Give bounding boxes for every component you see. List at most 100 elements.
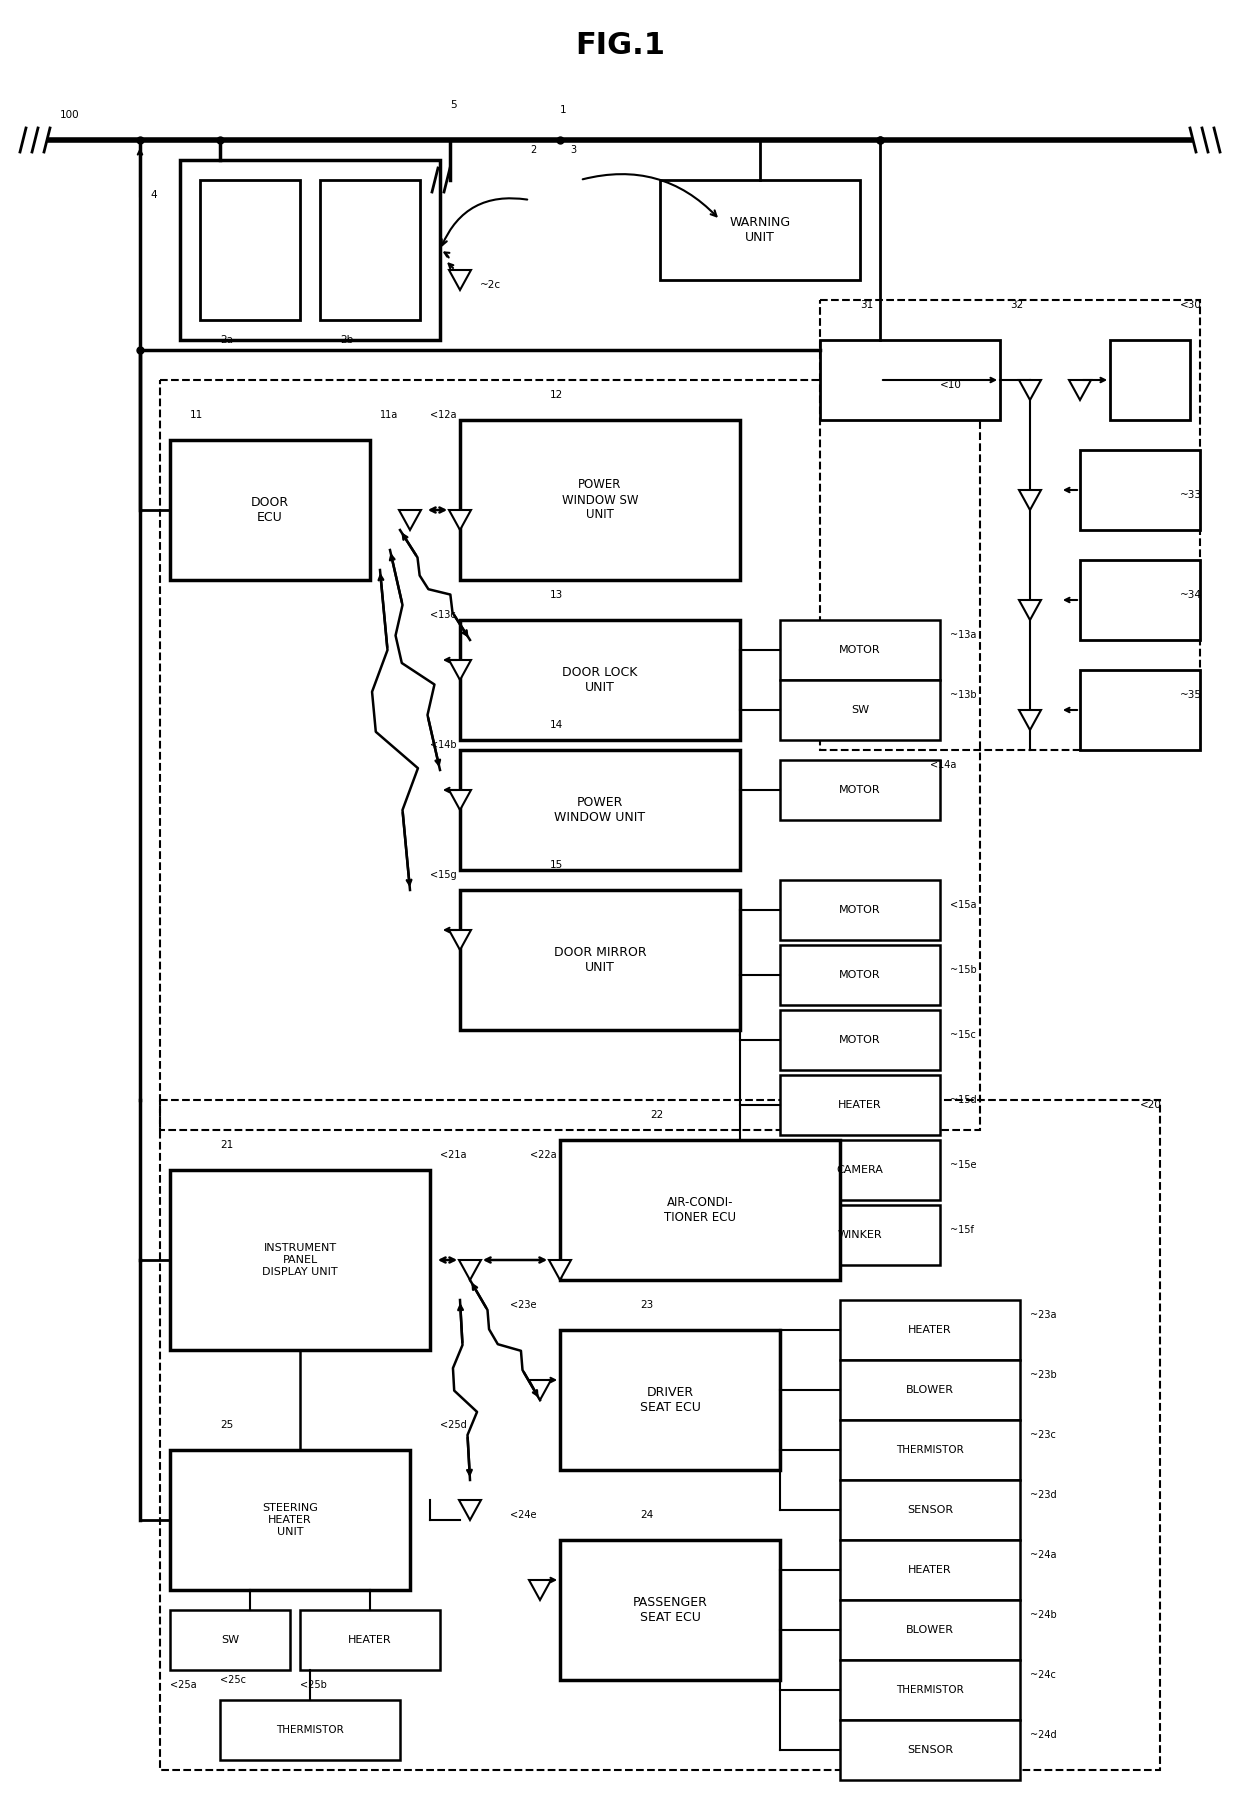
Text: <25a: <25a xyxy=(170,1681,197,1690)
Bar xyxy=(1080,450,1200,529)
Text: ~35: ~35 xyxy=(1180,690,1202,699)
Text: BLOWER: BLOWER xyxy=(906,1624,954,1635)
Text: <10: <10 xyxy=(940,379,962,390)
Text: <25d: <25d xyxy=(440,1420,466,1429)
Text: POWER
WINDOW UNIT: POWER WINDOW UNIT xyxy=(554,797,646,824)
Text: MOTOR: MOTOR xyxy=(839,970,880,979)
Text: <14b: <14b xyxy=(430,741,456,750)
Text: 22: 22 xyxy=(650,1109,663,1120)
Bar xyxy=(460,891,740,1030)
Bar xyxy=(839,1599,1021,1661)
Polygon shape xyxy=(1069,379,1091,399)
Bar xyxy=(460,419,740,580)
Text: 11a: 11a xyxy=(379,410,398,419)
Text: 21: 21 xyxy=(219,1140,233,1149)
Text: ~23a: ~23a xyxy=(1030,1310,1056,1319)
Text: 1: 1 xyxy=(560,105,567,116)
Text: <13c: <13c xyxy=(430,611,456,620)
Text: <14a: <14a xyxy=(930,761,956,770)
Bar xyxy=(180,161,440,340)
Bar xyxy=(839,1661,1021,1720)
Polygon shape xyxy=(529,1579,551,1599)
Bar xyxy=(160,1100,1159,1771)
Bar xyxy=(560,1140,839,1279)
Text: ~15c: ~15c xyxy=(950,1030,976,1041)
Text: INSTRUMENT
PANEL
DISPLAY UNIT: INSTRUMENT PANEL DISPLAY UNIT xyxy=(262,1243,337,1276)
Bar xyxy=(170,1169,430,1350)
Text: <25c: <25c xyxy=(219,1675,246,1684)
Bar xyxy=(839,1420,1021,1480)
Text: ~33: ~33 xyxy=(1180,490,1202,501)
Polygon shape xyxy=(1019,600,1042,620)
Text: <30: <30 xyxy=(1180,300,1202,311)
Polygon shape xyxy=(449,931,471,950)
Text: DOOR LOCK
UNIT: DOOR LOCK UNIT xyxy=(562,667,637,694)
Text: ~13b: ~13b xyxy=(950,690,977,699)
Polygon shape xyxy=(529,1381,551,1400)
Text: ~15b: ~15b xyxy=(950,965,977,976)
Text: BLOWER: BLOWER xyxy=(906,1384,954,1395)
Bar xyxy=(780,1010,940,1070)
Text: 100: 100 xyxy=(60,110,79,119)
Bar xyxy=(780,679,940,741)
Text: WARNING
UNIT: WARNING UNIT xyxy=(729,217,791,244)
Bar xyxy=(1080,560,1200,640)
Text: PASSENGER
SEAT ECU: PASSENGER SEAT ECU xyxy=(632,1596,708,1624)
Bar xyxy=(320,181,420,320)
Text: ~23c: ~23c xyxy=(1030,1429,1056,1440)
Text: HEATER: HEATER xyxy=(838,1100,882,1109)
Bar xyxy=(1110,340,1190,419)
Polygon shape xyxy=(1019,490,1042,510)
Bar xyxy=(219,1700,401,1760)
Text: ~15f: ~15f xyxy=(950,1225,973,1234)
Text: <22a: <22a xyxy=(529,1149,557,1160)
Text: FIG.1: FIG.1 xyxy=(575,31,665,60)
Bar xyxy=(780,620,940,679)
Bar xyxy=(460,750,740,869)
Text: POWER
WINDOW SW
UNIT: POWER WINDOW SW UNIT xyxy=(562,479,639,522)
Text: ~23b: ~23b xyxy=(1030,1370,1056,1381)
Text: 3: 3 xyxy=(570,145,577,155)
Polygon shape xyxy=(1019,379,1042,399)
Bar xyxy=(780,880,940,940)
Text: 2b: 2b xyxy=(340,334,353,345)
Polygon shape xyxy=(449,790,471,810)
Bar xyxy=(839,1299,1021,1361)
Text: 24: 24 xyxy=(640,1511,653,1520)
Text: 5: 5 xyxy=(450,99,456,110)
Text: 32: 32 xyxy=(1011,300,1023,311)
Text: 12: 12 xyxy=(551,390,563,399)
Text: ~15d: ~15d xyxy=(950,1095,977,1106)
Bar xyxy=(170,1610,290,1670)
Text: THERMISTOR: THERMISTOR xyxy=(897,1684,963,1695)
Polygon shape xyxy=(449,510,471,529)
Bar xyxy=(820,340,999,419)
Polygon shape xyxy=(449,660,471,679)
Bar xyxy=(660,181,861,280)
Text: AIR-CONDI-
TIONER ECU: AIR-CONDI- TIONER ECU xyxy=(663,1196,737,1223)
Text: ~23d: ~23d xyxy=(1030,1491,1056,1500)
Polygon shape xyxy=(399,510,422,529)
Text: MOTOR: MOTOR xyxy=(839,645,880,654)
Text: 2a: 2a xyxy=(219,334,233,345)
Bar xyxy=(839,1540,1021,1599)
Text: HEATER: HEATER xyxy=(348,1635,392,1644)
Text: 11: 11 xyxy=(190,410,203,419)
Bar xyxy=(300,1610,440,1670)
Text: <23e: <23e xyxy=(510,1299,537,1310)
Text: WINKER: WINKER xyxy=(838,1231,883,1240)
Bar xyxy=(839,1480,1021,1540)
Text: <15a: <15a xyxy=(950,900,977,911)
Text: THERMISTOR: THERMISTOR xyxy=(277,1726,343,1735)
Bar xyxy=(820,300,1200,750)
Polygon shape xyxy=(1019,710,1042,730)
Text: ~34: ~34 xyxy=(1180,591,1202,600)
Bar xyxy=(460,620,740,741)
Text: DRIVER
SEAT ECU: DRIVER SEAT ECU xyxy=(640,1386,701,1415)
Bar xyxy=(560,1540,780,1681)
Bar xyxy=(780,1205,940,1265)
Text: <25b: <25b xyxy=(300,1681,327,1690)
Bar xyxy=(839,1361,1021,1420)
Text: CAMERA: CAMERA xyxy=(837,1166,883,1175)
Text: 31: 31 xyxy=(861,300,873,311)
